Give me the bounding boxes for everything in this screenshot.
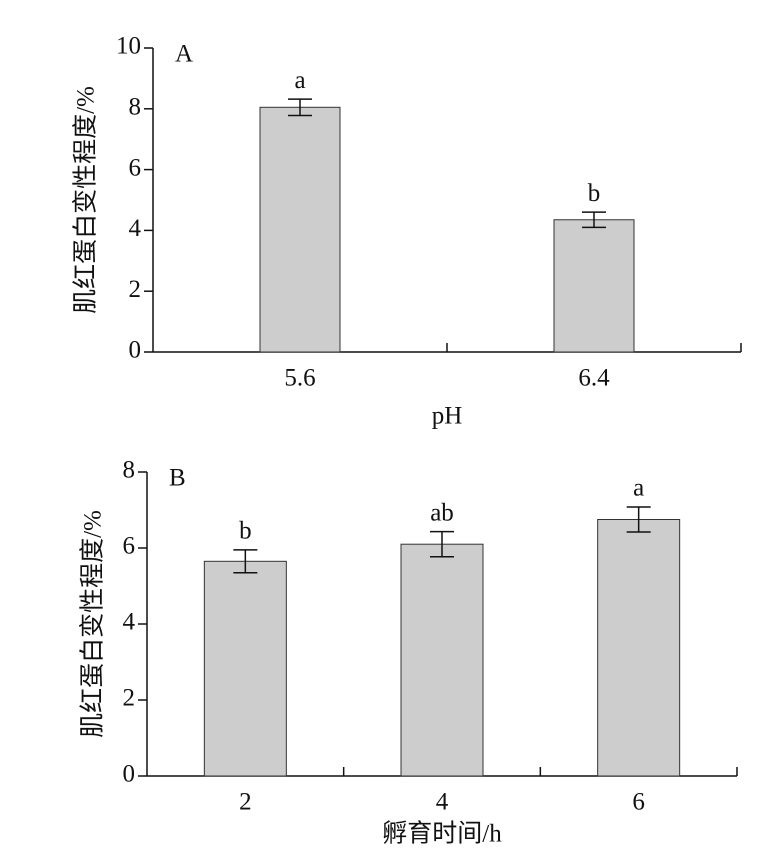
bar [259,106,341,353]
y-tick-label: 6 [129,154,142,181]
y-tick-label: 2 [123,685,136,712]
y-tick-label: 8 [123,457,136,484]
y-tick-label: 2 [129,276,142,303]
x-tick-label: 4 [436,789,449,816]
y-tick-label: 4 [123,609,136,636]
panel-label: A [175,41,193,68]
x-axis-label: pH [432,403,463,430]
y-tick-label: 10 [116,33,141,60]
error-bar [582,211,606,229]
significance-letter: b [588,180,601,207]
y-tick-label: 0 [129,337,142,364]
x-axis-label: 孵育时间/h [382,820,502,848]
bar [203,560,287,777]
y-axis-label: 肌红蛋白变性程度/% [72,86,100,314]
error-bar [288,98,312,117]
x-tick-label: 5.6 [284,365,315,392]
significance-letter: ab [430,499,454,526]
significance-letter: a [294,67,305,94]
y-tick-label: 0 [123,761,136,788]
x-tick-label: 6.4 [578,365,610,392]
bar [597,519,681,777]
y-tick-label: 4 [129,215,142,242]
error-bar [233,549,258,574]
y-tick-label: 6 [123,533,136,560]
y-axis-label: 肌红蛋白变性程度/% [79,510,107,738]
error-bar [430,530,454,558]
bar [553,219,635,353]
significance-letter: a [633,475,644,502]
error-bar [626,506,651,533]
y-tick-label: 8 [129,94,142,121]
x-tick-label: 6 [632,789,645,816]
panel-label: B [169,465,186,492]
significance-letter: b [239,518,252,545]
x-tick-label: 2 [239,789,252,816]
bar [400,543,484,777]
